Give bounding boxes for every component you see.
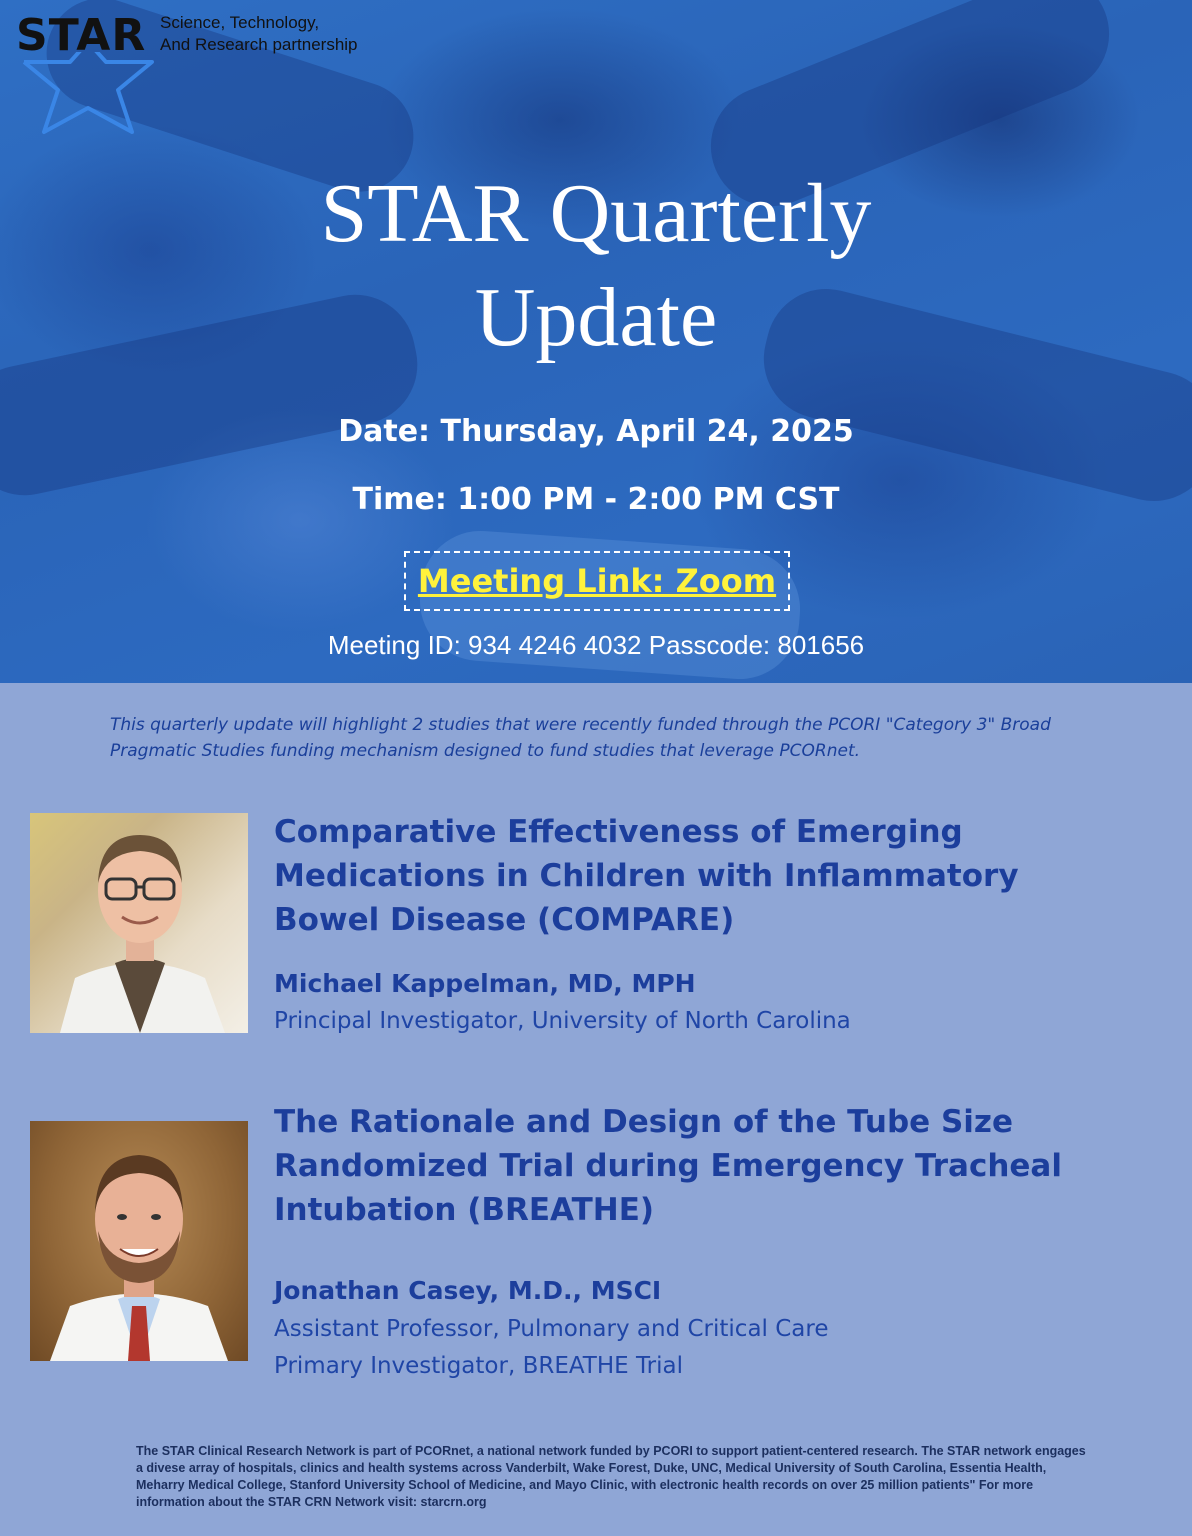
speaker-role: Assistant Professor, Pulmonary and Criti… [274,1316,829,1342]
speaker-portrait-icon [60,835,225,1033]
logo-tagline: Science, Technology, And Research partne… [160,12,358,56]
page-title: STAR Quarterly Update [0,162,1192,370]
talk-title: The Rationale and Design of the Tube Siz… [274,1104,1062,1228]
footer-text: The STAR Clinical Research Network is pa… [136,1444,1086,1509]
speaker-portrait-icon [50,1155,228,1361]
speaker-photo [30,1121,248,1361]
hero-banner: STAR Science, Technology, And Research p… [0,0,1192,683]
star-outline-icon [22,52,154,134]
talk-title: Comparative Effectiveness of Emerging Me… [274,814,1019,938]
event-time: Time: 1:00 PM - 2:00 PM CST [352,482,840,517]
logo-tagline-line: Science, Technology, [160,13,320,32]
speaker-role: Principal Investigator, University of No… [274,1008,851,1034]
meeting-id: Meeting ID: 934 4246 4032 Passcode: 8016… [327,630,865,660]
speaker-role: Primary Investigator, BREATHE Trial [274,1353,683,1379]
speaker-name: Jonathan Casey, M.D., MSCI [274,1276,662,1305]
logo-tagline-line: And Research partnership [160,35,358,54]
speaker-photo [30,813,248,1033]
speaker-name: Michael Kappelman, MD, MPH [274,969,696,998]
meeting-link[interactable]: Meeting Link: Zoom [404,551,790,611]
intro-text: This quarterly update will highlight 2 s… [110,715,1051,761]
page-title-line: STAR Quarterly [320,167,872,260]
event-date: Date: Thursday, April 24, 2025 [338,414,854,449]
page-title-line: Update [474,271,718,364]
